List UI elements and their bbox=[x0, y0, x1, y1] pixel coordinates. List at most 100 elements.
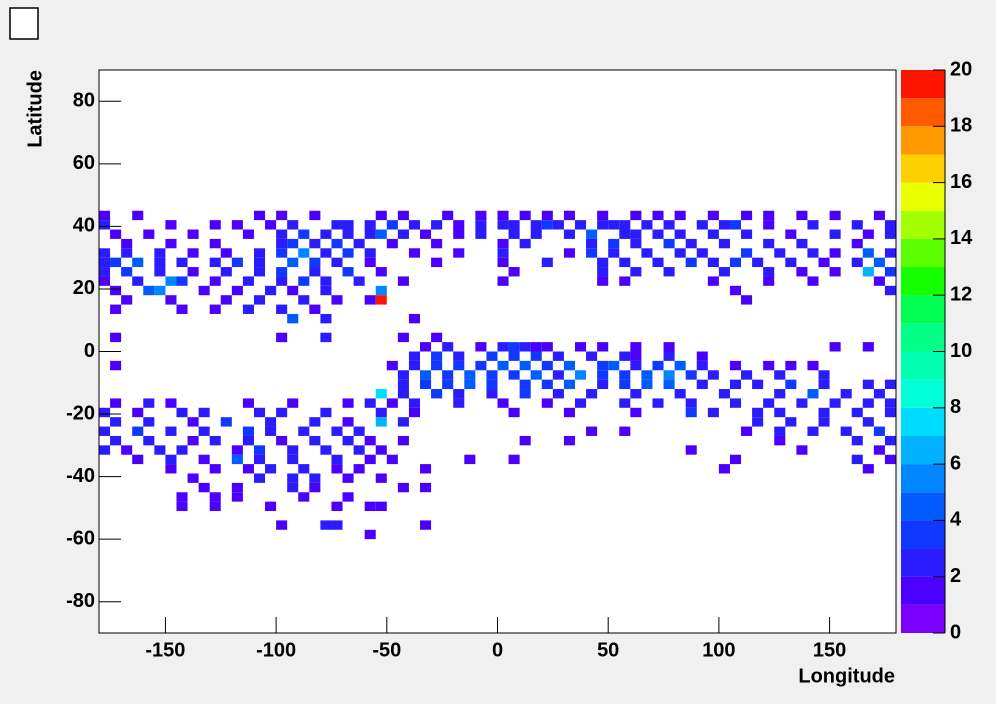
heat-cell bbox=[884, 454, 896, 465]
heat-cell bbox=[397, 379, 409, 390]
heat-cell bbox=[298, 295, 310, 305]
heat-cell bbox=[187, 248, 199, 258]
heat-cell bbox=[818, 417, 830, 427]
heat-cell bbox=[541, 379, 553, 390]
heat-cell bbox=[630, 342, 642, 352]
heat-cell bbox=[574, 398, 587, 408]
heat-cell bbox=[563, 210, 575, 221]
heat-cell bbox=[143, 398, 155, 408]
heat-cell bbox=[287, 473, 299, 483]
heat-cell bbox=[884, 220, 896, 230]
heat-cell bbox=[331, 501, 343, 512]
heat-cell bbox=[309, 238, 321, 249]
heat-cell bbox=[862, 464, 874, 474]
heat-cell bbox=[209, 464, 221, 474]
heat-cell bbox=[331, 257, 343, 268]
y-tick-label: 80 bbox=[73, 90, 95, 112]
x-tick-label: -50 bbox=[372, 639, 401, 661]
heat-cell bbox=[641, 370, 653, 380]
heat-cell bbox=[287, 257, 299, 268]
heat-cell bbox=[630, 351, 642, 361]
heat-cell bbox=[829, 267, 841, 277]
heat-cell bbox=[840, 426, 852, 436]
heat-cell bbox=[110, 285, 122, 296]
heat-cell bbox=[862, 267, 874, 277]
heat-cell bbox=[663, 267, 675, 277]
heat-cell bbox=[386, 360, 398, 371]
heat-cell bbox=[752, 379, 764, 390]
heat-cell bbox=[331, 454, 343, 465]
color-bar-segment bbox=[901, 98, 945, 127]
heat-cell bbox=[408, 248, 421, 258]
heat-cell bbox=[663, 370, 675, 380]
heat-cell bbox=[431, 360, 443, 371]
heat-cell bbox=[231, 285, 243, 296]
heat-cell bbox=[774, 389, 786, 399]
heat-cell bbox=[729, 360, 742, 371]
heat-cell bbox=[276, 304, 288, 314]
heat-cell bbox=[530, 370, 542, 380]
heat-cell bbox=[397, 435, 409, 446]
heat-cell bbox=[364, 529, 376, 540]
heat-cell bbox=[364, 435, 376, 446]
heat-cell bbox=[187, 267, 199, 277]
heat-cell bbox=[276, 332, 288, 343]
y-tick-label: -40 bbox=[66, 465, 95, 487]
heat-cell bbox=[796, 398, 808, 408]
heat-cell bbox=[364, 454, 376, 465]
heat-cell bbox=[331, 426, 343, 436]
heat-cell bbox=[453, 389, 465, 399]
color-bar-segment bbox=[901, 464, 945, 493]
heat-cell bbox=[508, 454, 520, 465]
heat-cell bbox=[397, 370, 409, 380]
heat-cell bbox=[132, 426, 144, 436]
heat-cell bbox=[420, 482, 432, 493]
heat-cell bbox=[685, 238, 697, 249]
heat-cell bbox=[442, 379, 454, 390]
heat-cell bbox=[774, 370, 786, 380]
heat-cell bbox=[165, 276, 177, 286]
heat-cell bbox=[342, 248, 354, 258]
heat-cell bbox=[586, 229, 598, 239]
heat-cell bbox=[110, 229, 122, 239]
heat-cell bbox=[597, 220, 609, 230]
x-axis-label: Longitude bbox=[798, 665, 895, 687]
heat-cell bbox=[652, 229, 664, 239]
heat-cell bbox=[685, 257, 697, 268]
z-tick-label: 4 bbox=[950, 509, 962, 531]
heat-cell bbox=[209, 220, 221, 230]
heat-cell bbox=[408, 407, 421, 418]
heat-cell bbox=[829, 229, 841, 239]
heat-cell bbox=[541, 342, 553, 352]
heat-cell bbox=[796, 238, 808, 249]
heat-cell bbox=[652, 210, 664, 221]
heat-cell bbox=[242, 464, 254, 474]
heat-cell bbox=[265, 426, 277, 436]
color-bar-segment bbox=[901, 407, 945, 436]
heat-cell bbox=[287, 220, 299, 230]
heat-cell bbox=[154, 445, 166, 455]
heat-cell bbox=[309, 473, 321, 483]
y-tick-label: 0 bbox=[84, 340, 95, 362]
heat-cell bbox=[375, 417, 387, 427]
heat-cell bbox=[320, 248, 332, 258]
heat-cell bbox=[475, 210, 487, 221]
heat-cell bbox=[143, 229, 155, 239]
heat-cell bbox=[165, 464, 177, 474]
heat-cell bbox=[597, 379, 609, 390]
heat-cell bbox=[453, 360, 465, 371]
heat-cell bbox=[464, 370, 476, 380]
heat-cell bbox=[586, 238, 598, 249]
heat-cell bbox=[707, 407, 719, 418]
z-tick-label: 8 bbox=[950, 396, 961, 418]
x-tick-label: 100 bbox=[702, 639, 735, 661]
heat-cell bbox=[408, 398, 421, 408]
heat-cell bbox=[707, 229, 719, 239]
heat-cell bbox=[774, 407, 786, 418]
heat-cell bbox=[298, 426, 310, 436]
color-bar-segment bbox=[901, 182, 945, 211]
heat-cell bbox=[364, 257, 376, 268]
heat-cell bbox=[785, 417, 797, 427]
heat-cell bbox=[154, 285, 166, 296]
heat-cell bbox=[154, 267, 166, 277]
